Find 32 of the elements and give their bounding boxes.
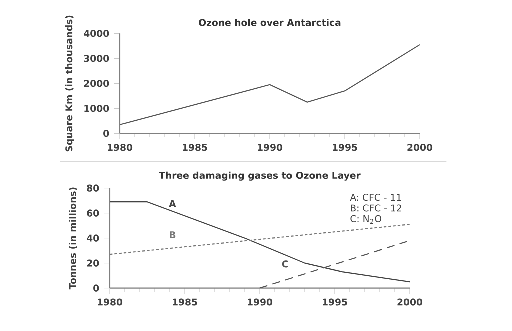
chart-title: Three damaging gases to Ozone Layer — [159, 172, 361, 181]
y-tick-label: 20 — [87, 260, 100, 267]
y-tick-label: 60 — [87, 210, 100, 217]
series-label: C — [282, 260, 288, 268]
y-tick-label: 1000 — [84, 105, 110, 112]
x-tick-label: 1990 — [248, 298, 273, 306]
x-tick-label: 1985 — [183, 144, 208, 152]
x-tick-label: 1995 — [333, 144, 358, 152]
x-tick-label: 1980 — [98, 298, 123, 306]
x-tick-label: 1990 — [258, 144, 283, 152]
y-tick-label: 0 — [94, 284, 100, 292]
series-label: B — [170, 232, 176, 238]
line-series — [110, 202, 410, 283]
y-tick-label: 3000 — [84, 55, 110, 62]
y-axis-title: Square Km (in thousands) — [65, 16, 74, 152]
annotation: B: CFC - 12 — [351, 204, 402, 212]
annotation: C: N$_{2}$O — [350, 215, 382, 224]
line-series — [120, 44, 420, 126]
y-tick-label: 40 — [87, 234, 100, 242]
y-axis-title: Tonnes (in millions) — [69, 188, 78, 290]
x-tick-label: 1980 — [108, 144, 133, 152]
annotation: A: CFC - 11 — [350, 194, 402, 202]
y-tick-label: 4000 — [84, 30, 110, 38]
series-label: A — [169, 200, 176, 208]
x-tick-label: 2000 — [408, 144, 433, 152]
x-tick-label: 2000 — [398, 298, 423, 306]
y-tick-label: 2000 — [84, 80, 110, 88]
x-tick-label: 1985 — [173, 298, 198, 306]
x-tick-label: 1995 — [323, 298, 348, 306]
chart-title: Ozone hole over Antarctica — [199, 19, 341, 26]
y-tick-label: 80 — [87, 184, 100, 192]
y-tick-label: 0 — [104, 130, 110, 138]
